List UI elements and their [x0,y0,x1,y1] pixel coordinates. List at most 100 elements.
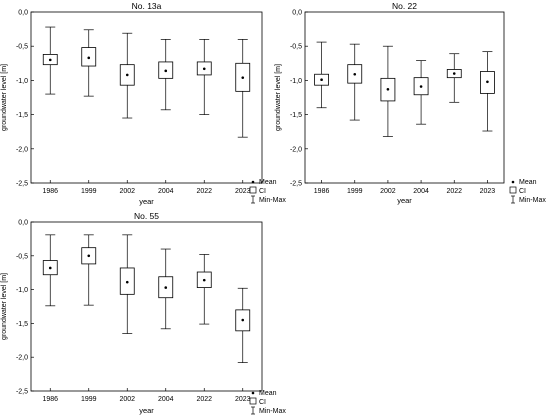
legend-mean-label: Mean [259,390,277,397]
mean-point [486,80,489,84]
chart-panel: No. 13a 0,0 -0,5 -1,0 -1,5 -2,0 -2,5 groundwate… [1,1,286,206]
y-tick-label: 0,0 [18,220,28,227]
mean-point [320,78,323,82]
mean-point [241,76,245,79]
box-2004 [158,248,174,330]
mean-point [386,87,390,91]
mean-point [87,56,91,60]
x-axis-label: year [139,197,154,206]
x-tick-label: 2004 [413,188,429,195]
legend-ci-label: CI [519,188,526,195]
legend-mean-marker [511,180,515,184]
legend: Mean CI Min-Max [249,390,286,415]
x-axis-label: year [397,196,412,205]
y-tick-label: -2,0 [290,146,302,153]
box-2023 [480,51,495,132]
box-1999 [81,29,97,97]
box-2004 [413,60,429,125]
chart-title: No. 13a [132,1,162,11]
y-tick-label: -1,5 [290,112,302,119]
y-tick-label: -1,5 [16,112,28,119]
legend-mean-label: Mean [519,179,537,186]
x-tick-label: 2004 [158,396,174,403]
mean-point [353,72,357,76]
mean-point [87,254,91,258]
y-tick-label: 0,0 [292,10,302,17]
plot-frame [30,221,263,392]
mean-point [202,278,206,282]
legend-ci-label: CI [259,188,266,195]
legend-minmax-label: Min-Max [259,197,286,204]
y-axis-label: groundwater level [m] [1,64,8,131]
plot-frame [304,11,505,184]
legend: Mean CI Min-Max [249,179,286,204]
y-axis-label: groundwater level [m] [275,64,282,131]
box-1999 [347,43,363,121]
legend-ci-label: CI [259,399,266,406]
mean-point [419,85,423,88]
mean-point [125,73,129,77]
legend-ci-marker [249,397,257,405]
x-tick-label: 1999 [347,188,363,195]
x-tick-label: 2023 [235,396,251,403]
mean-point [48,266,52,270]
box-2023 [235,287,251,363]
y-tick-label: -2,5 [290,181,302,188]
box-2002 [380,45,396,137]
x-tick-label: 2022 [446,188,462,195]
chart-panel: No. 22 0,0 -0,5 -1,0 -1,5 -2,0 -2,5 groundwater… [275,1,546,205]
box-1986 [314,41,329,109]
mean-point [48,58,52,62]
x-tick-label: 1986 [314,188,330,195]
box-1986 [42,234,58,307]
legend-minmax-label: Min-Max [259,408,286,415]
x-tick-label: 2002 [119,188,135,195]
y-tick-label: -1,0 [16,78,28,85]
x-tick-label: 2022 [196,396,212,403]
x-tick-label: 2002 [380,188,396,195]
legend-ci-marker [249,186,257,194]
chart-panel: No. 55 0,0 -0,5 -1,0 -1,5 -2,0 -2,5 groundwater… [1,211,286,415]
mean-point [125,280,129,284]
y-axis-label: groundwater level [m] [1,273,8,340]
box-2004 [158,39,174,111]
y-tick-label: -2,5 [16,389,28,396]
box-1986 [42,26,58,95]
y-tick-label: -0,5 [16,253,28,260]
y-tick-label: -2,5 [16,181,28,188]
plot-frame [30,11,263,184]
y-tick-label: -1,5 [16,321,28,328]
mean-point [452,72,456,75]
legend-ci-marker [509,186,517,194]
x-axis-label: year [139,406,154,415]
y-tick-label: -0,5 [290,44,302,51]
legend-mean-marker [251,180,255,184]
mean-point [164,286,168,289]
box-2022 [196,39,212,115]
chart-title: No. 22 [392,1,417,11]
x-tick-label: 2023 [235,188,251,195]
legend-minmax-label: Min-Max [519,197,546,204]
box-2022 [446,53,462,103]
legend-mean-label: Mean [259,179,277,186]
mean-point [164,69,168,73]
y-tick-label: 0,0 [18,10,28,17]
x-tick-label: 2023 [480,188,496,195]
x-tick-label: 1999 [81,396,97,403]
box-2023 [235,39,251,138]
x-tick-label: 2002 [119,396,135,403]
mean-point [202,67,206,71]
y-tick-label: -2,0 [16,146,28,153]
x-tick-label: 1999 [81,188,97,195]
box-2022 [196,254,212,325]
x-tick-label: 2004 [158,188,174,195]
x-tick-label: 2022 [196,188,212,195]
x-tick-label: 1986 [42,188,58,195]
y-tick-label: -1,0 [290,78,302,85]
box-2002 [119,32,135,119]
y-tick-label: -2,0 [16,355,28,362]
y-tick-label: -1,0 [16,287,28,294]
y-tick-label: -0,5 [16,44,28,51]
box-1999 [81,234,97,306]
